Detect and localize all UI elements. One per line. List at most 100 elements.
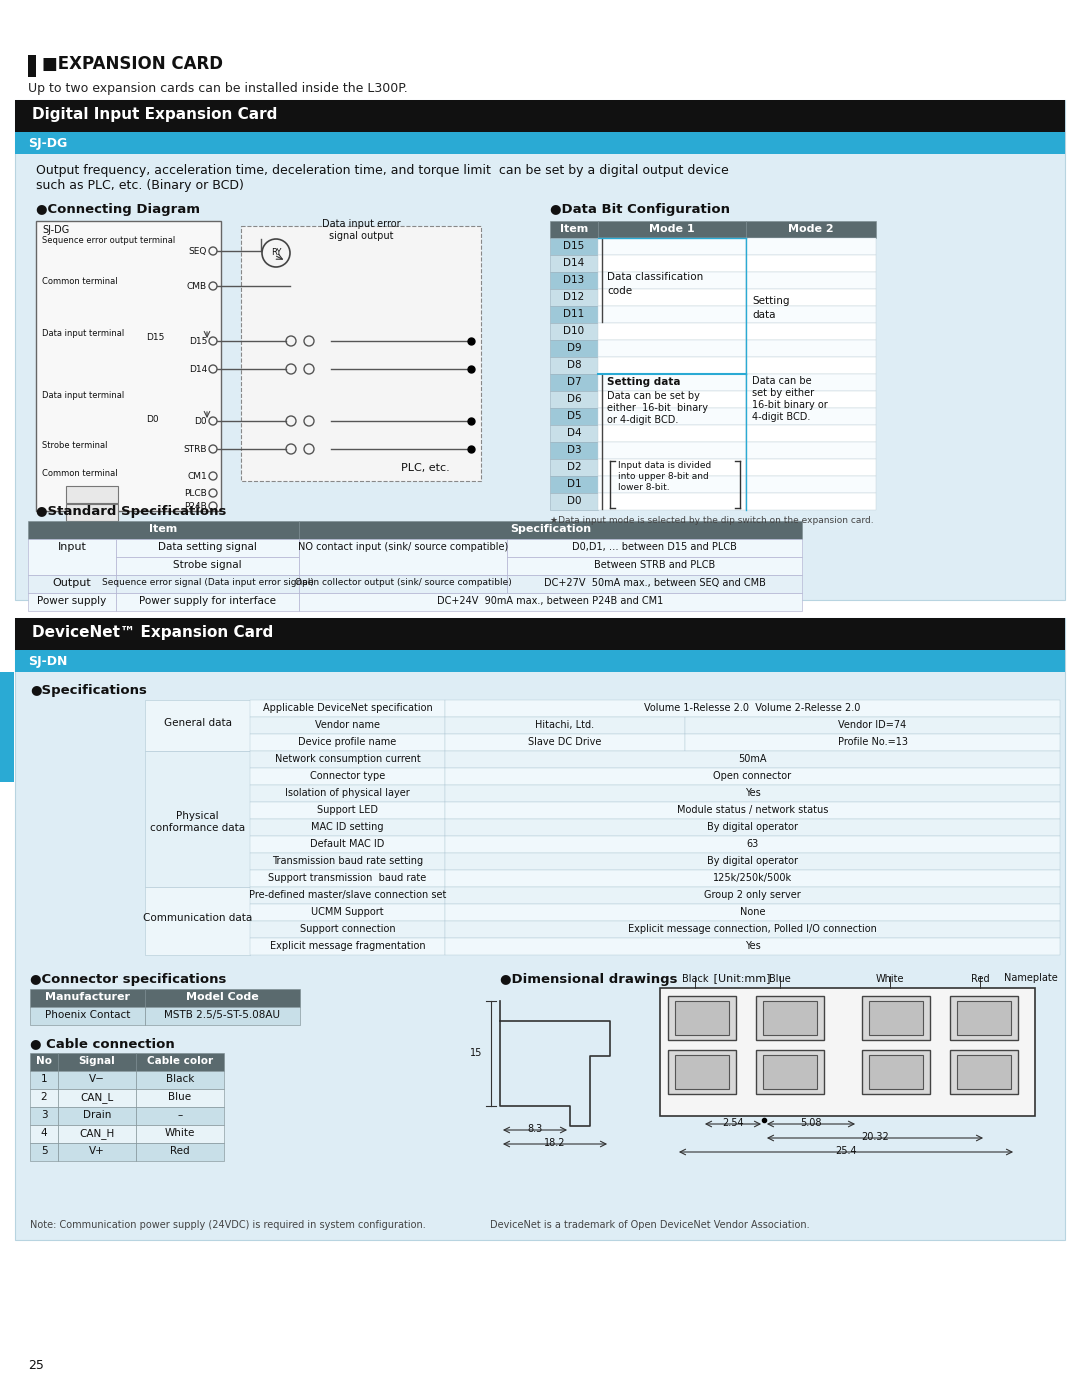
Bar [136, 1106, 224, 1125]
Text: PLC, etc.: PLC, etc. [401, 463, 449, 473]
Bar [862, 997, 930, 1040]
Bar [550, 459, 598, 475]
Bar [0, 671, 14, 783]
Bar [550, 322, 598, 341]
Text: Transmission baud rate setting: Transmission baud rate setting [272, 856, 423, 866]
Text: SEQ: SEQ [189, 247, 207, 256]
Text: ★Data input mode is selected by the dip switch on the expansion card.: ★Data input mode is selected by the dip … [550, 516, 874, 525]
Text: Note: Communication power supply (24VDC) is required in system configuration.: Note: Communication power supply (24VDC)… [30, 1220, 426, 1230]
Text: By digital operator: By digital operator [707, 856, 798, 866]
Bar [58, 1106, 136, 1125]
Bar [660, 988, 1035, 1116]
Text: 50mA: 50mA [739, 753, 767, 764]
Bar [445, 819, 1059, 835]
Bar [675, 1001, 729, 1036]
Text: Output: Output [53, 578, 92, 588]
Bar [507, 539, 802, 557]
Bar [249, 717, 445, 734]
Bar [249, 769, 445, 785]
Bar [58, 1088, 136, 1106]
Bar [598, 272, 746, 289]
Text: 8.3: 8.3 [527, 1125, 542, 1134]
Bar [550, 221, 598, 238]
Text: 15: 15 [470, 1048, 482, 1059]
Bar [28, 594, 116, 612]
Bar [145, 1006, 300, 1024]
Bar [15, 100, 1065, 600]
Text: D13: D13 [564, 275, 584, 285]
Bar [445, 717, 685, 734]
Text: Blue: Blue [769, 974, 791, 984]
Bar [116, 539, 299, 557]
Text: V−: V− [89, 1074, 105, 1084]
Text: UCMM Support: UCMM Support [311, 908, 383, 917]
Bar [550, 442, 598, 459]
Text: D1: D1 [567, 480, 581, 489]
Text: Setting: Setting [752, 296, 789, 306]
Bar [299, 539, 507, 575]
Bar [507, 557, 802, 575]
Text: Support connection: Support connection [299, 924, 395, 934]
Bar [30, 1125, 58, 1143]
Bar [598, 306, 746, 322]
Bar [598, 238, 746, 254]
Text: Strobe terminal: Strobe terminal [42, 441, 108, 450]
Text: Explicit message fragmentation: Explicit message fragmentation [270, 941, 426, 951]
Bar [598, 341, 746, 357]
Bar [30, 1088, 58, 1106]
Bar [756, 997, 824, 1040]
Text: 4: 4 [41, 1129, 48, 1138]
Bar [598, 493, 746, 510]
Text: D10: D10 [564, 327, 584, 336]
Bar [746, 391, 876, 409]
Text: 125k/250k/500k: 125k/250k/500k [713, 873, 792, 883]
Text: ●Connector specifications: ●Connector specifications [30, 973, 227, 986]
Bar [550, 391, 598, 409]
Text: ●Connecting Diagram: ●Connecting Diagram [36, 203, 200, 215]
Text: Slave DC Drive: Slave DC Drive [528, 737, 602, 746]
Bar [145, 990, 300, 1006]
Text: Applicable DeviceNet specification: Applicable DeviceNet specification [262, 703, 432, 713]
Text: White: White [165, 1129, 195, 1138]
Bar [445, 835, 1059, 853]
Bar [136, 1125, 224, 1143]
Text: Mode 2: Mode 2 [788, 224, 834, 234]
Text: Physical
conformance data: Physical conformance data [150, 810, 245, 833]
Text: By digital operator: By digital operator [707, 821, 798, 833]
Bar [15, 651, 1065, 671]
Text: 63: 63 [746, 840, 758, 849]
Text: D0: D0 [194, 417, 207, 425]
Bar [550, 272, 598, 289]
Bar [746, 289, 876, 306]
Text: set by either: set by either [752, 388, 814, 398]
Text: D12: D12 [564, 292, 584, 302]
Text: Power supply: Power supply [38, 596, 107, 606]
Text: STRB: STRB [184, 445, 207, 455]
Bar [145, 751, 249, 887]
Bar [598, 221, 746, 238]
Bar [249, 802, 445, 819]
Text: Specification: Specification [510, 524, 591, 534]
Text: Phoenix Contact: Phoenix Contact [44, 1011, 131, 1020]
Text: CAN_H: CAN_H [79, 1129, 114, 1138]
Bar [445, 734, 685, 751]
Text: Data input terminal: Data input terminal [42, 329, 124, 338]
Text: Mode 1: Mode 1 [649, 224, 694, 234]
Bar [746, 322, 876, 341]
Bar [598, 254, 746, 272]
Text: or 4-digit BCD.: or 4-digit BCD. [607, 416, 678, 425]
Text: Input: Input [57, 542, 86, 552]
Bar [746, 272, 876, 289]
Text: Red: Red [971, 974, 989, 984]
Bar [66, 505, 118, 521]
Text: None: None [740, 908, 766, 917]
Bar [299, 521, 802, 539]
Bar [746, 374, 876, 391]
Bar [598, 459, 746, 475]
Text: Power supply for interface: Power supply for interface [139, 596, 276, 606]
Bar [550, 289, 598, 306]
Bar [249, 785, 445, 802]
Text: Sequence error output terminal: Sequence error output terminal [42, 236, 175, 245]
Bar [598, 374, 746, 391]
Text: Hitachi, Ltd.: Hitachi, Ltd. [536, 720, 595, 730]
